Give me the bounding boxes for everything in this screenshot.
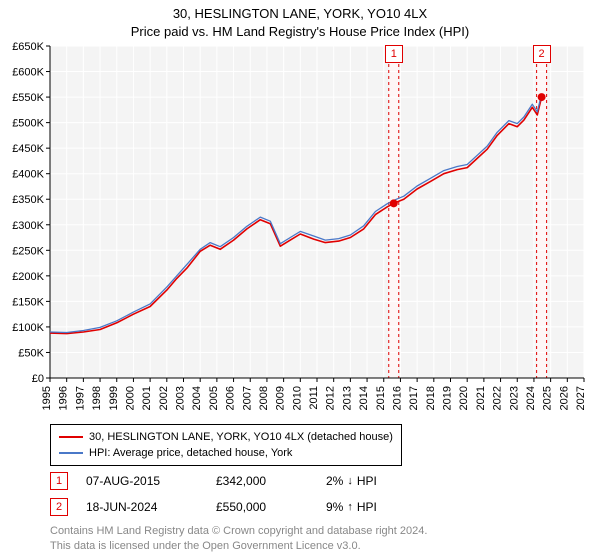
svg-text:£500K: £500K — [12, 118, 44, 130]
svg-text:2014: 2014 — [358, 386, 370, 410]
legend-swatch — [59, 452, 83, 454]
svg-text:2027: 2027 — [575, 386, 587, 410]
svg-text:2002: 2002 — [158, 386, 170, 410]
svg-text:2011: 2011 — [308, 386, 320, 410]
svg-text:2006: 2006 — [225, 386, 237, 410]
svg-text:2007: 2007 — [241, 386, 253, 410]
svg-text:2025: 2025 — [542, 386, 554, 410]
sale-date: 07-AUG-2015 — [86, 474, 216, 488]
svg-text:£550K: £550K — [12, 92, 44, 104]
svg-text:£350K: £350K — [12, 194, 44, 206]
sale-price: £342,000 — [216, 474, 326, 488]
svg-text:2017: 2017 — [408, 386, 420, 410]
svg-text:2000: 2000 — [124, 386, 136, 410]
svg-text:2001: 2001 — [141, 386, 153, 410]
svg-text:£300K: £300K — [12, 220, 44, 232]
svg-text:£150K: £150K — [12, 296, 44, 308]
sale-marker-box: 2 — [533, 45, 551, 63]
sale-hpi-delta: 2% ↓ HPI — [326, 474, 426, 488]
price-chart: £0 £50K £100K £150K £200K £250K £300K £350K £400… — [0, 0, 600, 420]
svg-text:£650K: £650K — [12, 41, 44, 53]
svg-text:2022: 2022 — [492, 386, 504, 410]
svg-text:£50K: £50K — [18, 347, 44, 359]
legend-label: 30, HESLINGTON LANE, YORK, YO10 4LX (det… — [89, 431, 393, 443]
svg-text:£450K: £450K — [12, 143, 44, 155]
svg-text:1998: 1998 — [91, 386, 103, 410]
sale-hpi-delta: 9% ↑ HPI — [326, 500, 426, 514]
svg-text:2004: 2004 — [191, 386, 203, 410]
svg-text:1999: 1999 — [108, 386, 120, 410]
svg-text:1995: 1995 — [41, 386, 53, 410]
svg-text:1997: 1997 — [74, 386, 86, 410]
arrow-icon: ↓ — [347, 475, 353, 487]
svg-text:2009: 2009 — [275, 386, 287, 410]
legend-item: 30, HESLINGTON LANE, YORK, YO10 4LX (det… — [59, 429, 393, 445]
svg-text:2016: 2016 — [391, 386, 403, 410]
svg-text:2023: 2023 — [508, 386, 520, 410]
sale-row: 1 07-AUG-2015£342,0002% ↓ HPI — [50, 472, 426, 490]
svg-text:2008: 2008 — [258, 386, 270, 410]
svg-text:2005: 2005 — [208, 386, 220, 410]
svg-text:£100K: £100K — [12, 322, 44, 334]
svg-text:2018: 2018 — [425, 386, 437, 410]
legend: 30, HESLINGTON LANE, YORK, YO10 4LX (det… — [50, 424, 402, 466]
svg-text:1996: 1996 — [58, 386, 70, 410]
svg-text:£400K: £400K — [12, 169, 44, 181]
sale-row: 2 18-JUN-2024£550,0009% ↑ HPI — [50, 498, 426, 516]
sale-date: 18-JUN-2024 — [86, 500, 216, 514]
sale-marker-box: 1 — [50, 472, 68, 490]
legend-label: HPI: Average price, detached house, York — [89, 447, 292, 459]
svg-text:2019: 2019 — [442, 386, 454, 410]
footer-line2: This data is licensed under the Open Gov… — [50, 540, 361, 552]
svg-text:£0: £0 — [32, 373, 44, 385]
svg-text:2020: 2020 — [458, 386, 470, 410]
svg-text:£600K: £600K — [12, 67, 44, 79]
svg-text:2010: 2010 — [291, 386, 303, 410]
svg-text:2012: 2012 — [325, 386, 337, 410]
sale-price: £550,000 — [216, 500, 326, 514]
footer-attribution: Contains HM Land Registry data © Crown c… — [50, 524, 427, 554]
legend-swatch — [59, 436, 83, 438]
sale-marker-box: 1 — [385, 45, 403, 63]
arrow-icon: ↑ — [347, 501, 353, 513]
svg-text:2026: 2026 — [558, 386, 570, 410]
sale-marker-box: 2 — [50, 498, 68, 516]
svg-text:2021: 2021 — [475, 386, 487, 410]
svg-text:2013: 2013 — [341, 386, 353, 410]
svg-text:2015: 2015 — [375, 386, 387, 410]
svg-text:2024: 2024 — [525, 386, 537, 410]
footer-line1: Contains HM Land Registry data © Crown c… — [50, 525, 427, 537]
svg-text:£200K: £200K — [12, 271, 44, 283]
svg-text:£250K: £250K — [12, 245, 44, 257]
svg-text:2003: 2003 — [175, 386, 187, 410]
legend-item: HPI: Average price, detached house, York — [59, 445, 393, 461]
